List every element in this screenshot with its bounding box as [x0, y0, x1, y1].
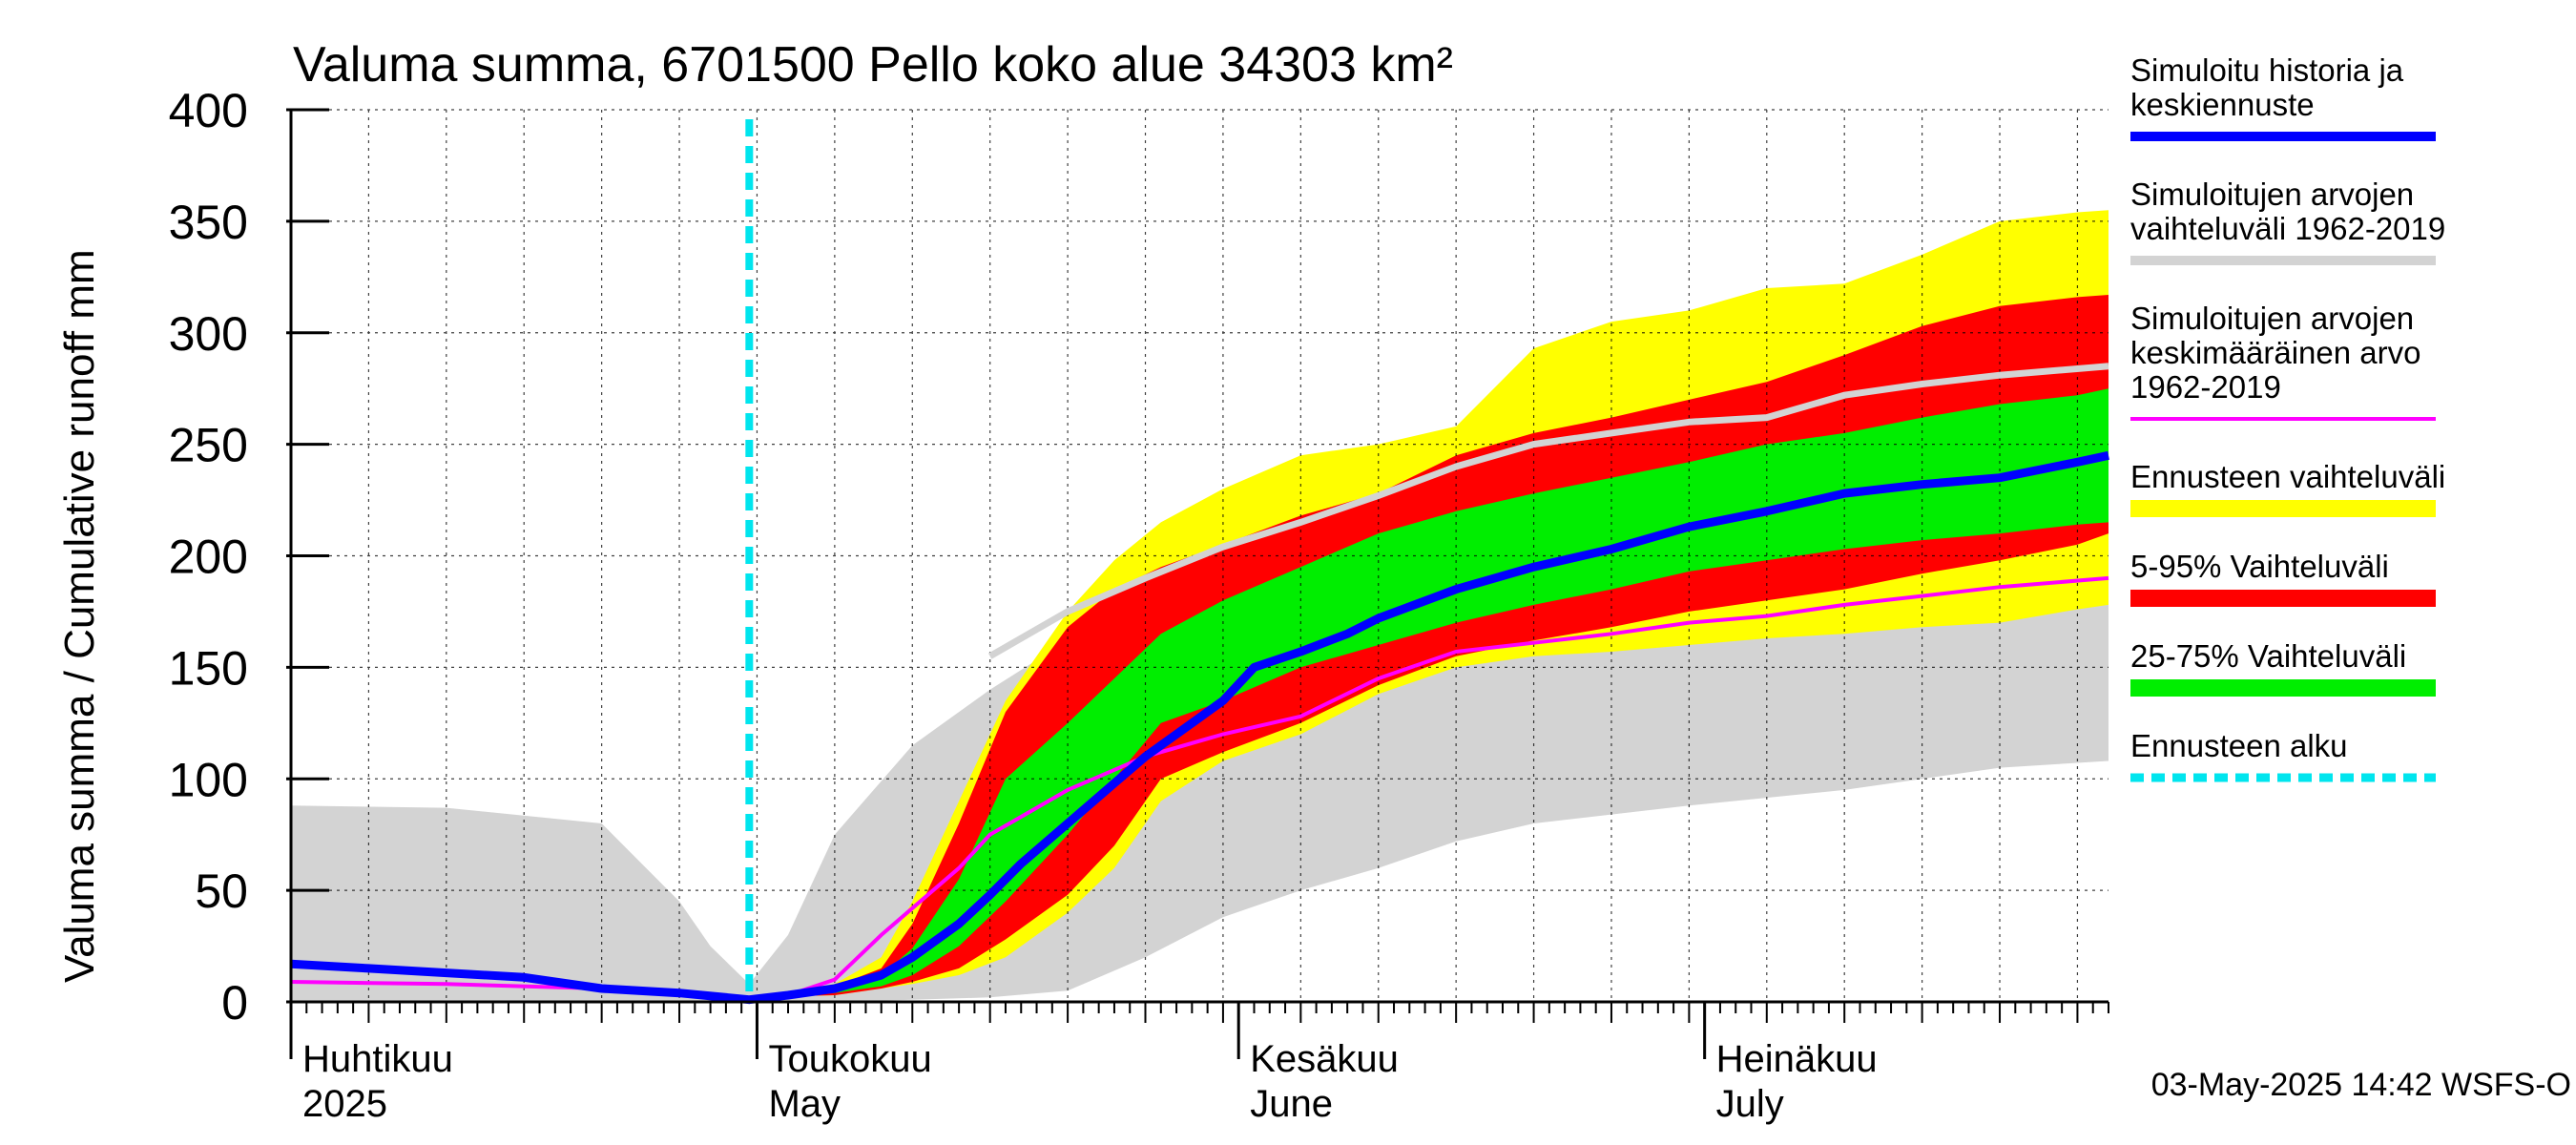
y-tick-label: 0: [221, 976, 248, 1030]
legend-label: keskimääräinen arvo: [2130, 335, 2420, 370]
y-tick-label: 50: [195, 864, 248, 918]
p25-75-band: [749, 388, 2109, 998]
hist-sim-line: [987, 363, 2109, 659]
y-tick-label: 250: [169, 419, 248, 472]
month-label-fi: Toukokuu: [768, 1038, 931, 1080]
legend-swatch: [2130, 679, 2436, 697]
sim-forecast-line: [290, 450, 2109, 1005]
legend-swatch: [2130, 500, 2436, 517]
legend-label: Ennusteen alku: [2130, 728, 2348, 763]
y-axis-label: Valuma summa / Cumulative runoff mm: [56, 249, 103, 983]
y-tick-label: 300: [169, 307, 248, 361]
chart-title: Valuma summa, 6701500 Pello koko alue 34…: [293, 37, 1453, 93]
month-label-en: May: [768, 1083, 841, 1125]
legend-label: vaihteluväli 1962-2019: [2130, 211, 2445, 246]
month-label-en: July: [1716, 1083, 1784, 1125]
legend-label: Ennusteen vaihteluväli: [2130, 459, 2445, 494]
legend-swatch: [2130, 590, 2436, 607]
y-tick-label: 350: [169, 196, 248, 249]
month-label-fi: Kesäkuu: [1250, 1038, 1399, 1080]
y-tick-label: 200: [169, 531, 248, 584]
month-label-en: June: [1250, 1083, 1333, 1125]
legend-label: 1962-2019: [2130, 369, 2281, 405]
month-label-fi: Huhtikuu: [302, 1038, 453, 1080]
legend-label: 5-95% Vaihteluväli: [2130, 549, 2389, 584]
legend-label: Simuloitu historia ja: [2130, 52, 2404, 88]
y-tick-label: 150: [169, 641, 248, 695]
month-label-en: 2025: [302, 1083, 387, 1125]
plot-area: [290, 109, 2109, 1005]
legend-label: 25-75% Vaihteluväli: [2130, 638, 2406, 674]
timestamp: 03-May-2025 14:42 WSFS-O: [2151, 1067, 2571, 1103]
month-label-fi: Heinäkuu: [1716, 1038, 1878, 1080]
y-tick-label: 100: [169, 753, 248, 806]
y-tick-label: 400: [169, 84, 248, 137]
legend-label: Simuloitujen arvojen: [2130, 177, 2414, 212]
legend-label: Simuloitujen arvojen: [2130, 301, 2414, 336]
legend-label: keskiennuste: [2130, 87, 2315, 122]
